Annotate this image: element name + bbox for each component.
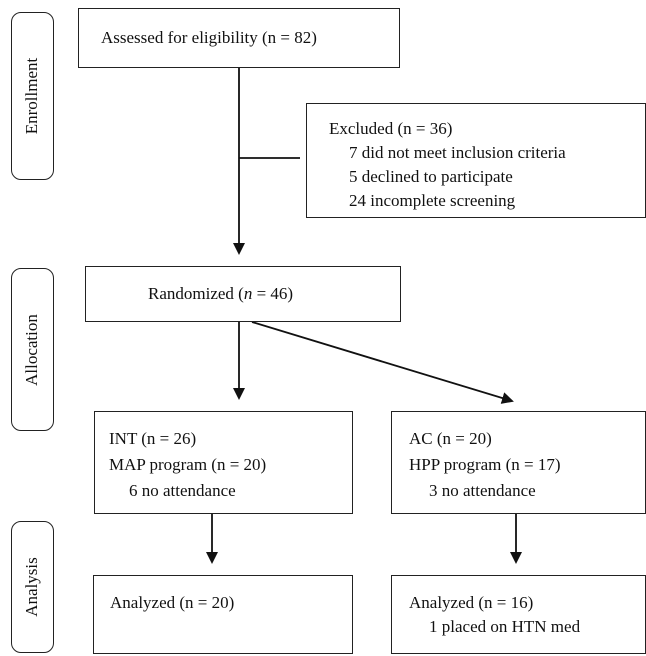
ac-group-box: AC (n = 20) HPP program (n = 17) 3 no at… bbox=[391, 411, 646, 514]
stage-analysis: Analysis bbox=[11, 521, 54, 653]
ac-group-line: AC (n = 20) bbox=[409, 429, 492, 448]
ac-analyzed-text: Analyzed (n = 16) bbox=[409, 593, 534, 612]
excluded-title: Excluded (n = 36) bbox=[329, 119, 453, 138]
randomized-box: Randomized (n = 46) bbox=[85, 266, 401, 322]
excluded-reason: 24 incomplete screening bbox=[349, 191, 516, 210]
int-group-line: INT (n = 26) bbox=[109, 429, 197, 448]
arrow-randomized-to-ac bbox=[251, 321, 514, 404]
ac-group-line: 3 no attendance bbox=[429, 481, 536, 500]
excluded-box: Excluded (n = 36) 7 did not meet inclusi… bbox=[306, 103, 646, 218]
stage-enrollment-label: Enrollment bbox=[22, 57, 41, 135]
stage-analysis-label: Analysis bbox=[22, 557, 41, 617]
randomized-text: Randomized (n = 46) bbox=[148, 284, 294, 303]
ac-analyzed-note: 1 placed on HTN med bbox=[429, 617, 581, 636]
excluded-reason: 7 did not meet inclusion criteria bbox=[349, 143, 566, 162]
ac-analyzed-box: Analyzed (n = 16) 1 placed on HTN med bbox=[391, 575, 646, 654]
assessed-text: Assessed for eligibility (n = 82) bbox=[101, 28, 317, 47]
stage-allocation: Allocation bbox=[11, 268, 54, 431]
int-group-line: MAP program (n = 20) bbox=[109, 455, 267, 474]
int-group-line: 6 no attendance bbox=[129, 481, 236, 500]
assessed-box: Assessed for eligibility (n = 82) bbox=[78, 8, 400, 68]
stage-enrollment: Enrollment bbox=[11, 12, 54, 180]
int-analyzed-text: Analyzed (n = 20) bbox=[110, 593, 235, 612]
int-analyzed-box: Analyzed (n = 20) bbox=[93, 575, 353, 654]
stage-allocation-label: Allocation bbox=[22, 314, 41, 386]
excluded-reason: 5 declined to participate bbox=[349, 167, 513, 186]
ac-group-line: HPP program (n = 17) bbox=[409, 455, 561, 474]
int-group-box: INT (n = 26) MAP program (n = 20) 6 no a… bbox=[94, 411, 353, 514]
